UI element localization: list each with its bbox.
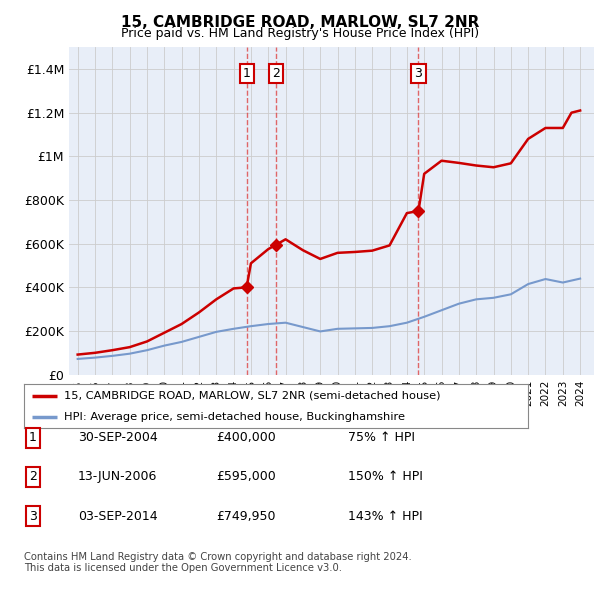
Text: 150% ↑ HPI: 150% ↑ HPI bbox=[348, 470, 423, 483]
Text: Contains HM Land Registry data © Crown copyright and database right 2024.
This d: Contains HM Land Registry data © Crown c… bbox=[24, 552, 412, 573]
Text: 1: 1 bbox=[29, 431, 37, 444]
Text: HPI: Average price, semi-detached house, Buckinghamshire: HPI: Average price, semi-detached house,… bbox=[64, 412, 406, 422]
Text: 2: 2 bbox=[272, 67, 280, 80]
Text: Price paid vs. HM Land Registry's House Price Index (HPI): Price paid vs. HM Land Registry's House … bbox=[121, 27, 479, 40]
Text: 13-JUN-2006: 13-JUN-2006 bbox=[78, 470, 157, 483]
Text: 15, CAMBRIDGE ROAD, MARLOW, SL7 2NR (semi-detached house): 15, CAMBRIDGE ROAD, MARLOW, SL7 2NR (sem… bbox=[64, 391, 441, 401]
Text: 3: 3 bbox=[29, 510, 37, 523]
Text: 15, CAMBRIDGE ROAD, MARLOW, SL7 2NR: 15, CAMBRIDGE ROAD, MARLOW, SL7 2NR bbox=[121, 15, 479, 30]
Text: 1: 1 bbox=[242, 67, 251, 80]
Text: 143% ↑ HPI: 143% ↑ HPI bbox=[348, 510, 422, 523]
Text: £749,950: £749,950 bbox=[216, 510, 275, 523]
Text: £595,000: £595,000 bbox=[216, 470, 276, 483]
Text: 75% ↑ HPI: 75% ↑ HPI bbox=[348, 431, 415, 444]
Text: 30-SEP-2004: 30-SEP-2004 bbox=[78, 431, 158, 444]
Text: £400,000: £400,000 bbox=[216, 431, 276, 444]
Text: 3: 3 bbox=[415, 67, 422, 80]
Text: 2: 2 bbox=[29, 470, 37, 483]
Text: 03-SEP-2014: 03-SEP-2014 bbox=[78, 510, 158, 523]
